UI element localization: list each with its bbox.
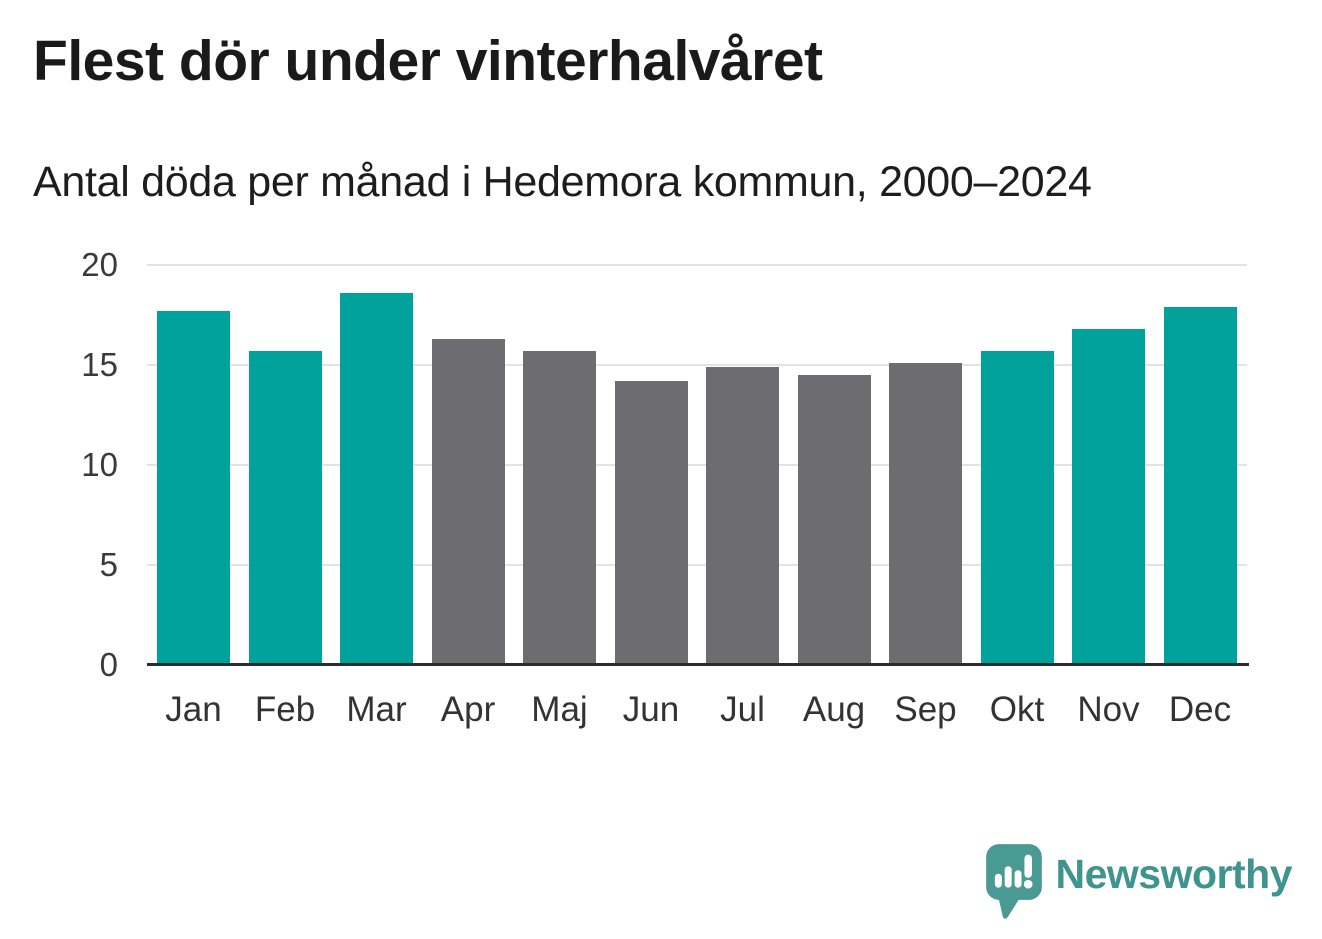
x-axis-labels: Jan Feb Mar Apr Maj Jun Jul Aug Sep Okt Nov Dec <box>147 688 1247 738</box>
bar-sep <box>889 363 962 665</box>
newsworthy-brand: Newsworthy <box>985 843 1293 919</box>
y-tick-label-15: 15 <box>81 346 118 383</box>
chart-subtitle: Antal döda per månad i Hedemora kommun, … <box>33 158 1092 206</box>
bar-mar <box>340 293 413 665</box>
bar-okt <box>980 351 1054 665</box>
x-tick-label-jul: Jul <box>720 690 765 729</box>
bar-feb <box>248 351 322 665</box>
x-tick-label-feb: Feb <box>254 690 316 729</box>
bar-nov <box>1072 329 1145 665</box>
x-tick-label-sep: Sep <box>894 690 957 729</box>
bar-aug <box>797 375 871 665</box>
bar-jun <box>614 381 688 665</box>
y-tick-label-10: 10 <box>81 446 118 483</box>
y-tick-label-0: 0 <box>99 646 118 683</box>
gridline-y-5 <box>147 564 1247 566</box>
x-tick-label-nov: Nov <box>1077 690 1140 729</box>
x-tick-label-dec: Dec <box>1168 690 1232 729</box>
brand-wordmark: Newsworthy <box>1055 851 1293 897</box>
bar-maj <box>523 351 596 665</box>
gridline-y-20 <box>147 264 1247 266</box>
bar-chart-plot-area <box>147 264 1249 666</box>
x-tick-label-aug: Aug <box>802 690 866 729</box>
bar-dec <box>1163 307 1237 665</box>
x-tick-label-jan: Jan <box>165 690 222 729</box>
x-tick-label-mar: Mar <box>346 690 407 729</box>
gridline-y-10 <box>147 464 1247 466</box>
y-axis-labels: 0 5 10 15 20 <box>0 246 118 683</box>
x-tick-label-maj: Maj <box>531 690 588 729</box>
bar-jan <box>157 311 230 665</box>
x-tick-label-jun: Jun <box>622 690 680 729</box>
y-tick-label-20: 20 <box>81 246 118 283</box>
gridline-y-15 <box>147 364 1247 366</box>
newsworthy-logo-icon <box>985 844 1042 919</box>
y-tick-label-5: 5 <box>99 546 118 583</box>
chart-title: Flest dör under vinterhalvåret <box>33 29 823 93</box>
x-tick-label-okt: Okt <box>989 690 1045 729</box>
x-axis-baseline <box>147 663 1249 666</box>
bar-jul <box>706 367 779 665</box>
bar-apr <box>431 339 505 665</box>
x-tick-label-apr: Apr <box>440 690 496 729</box>
